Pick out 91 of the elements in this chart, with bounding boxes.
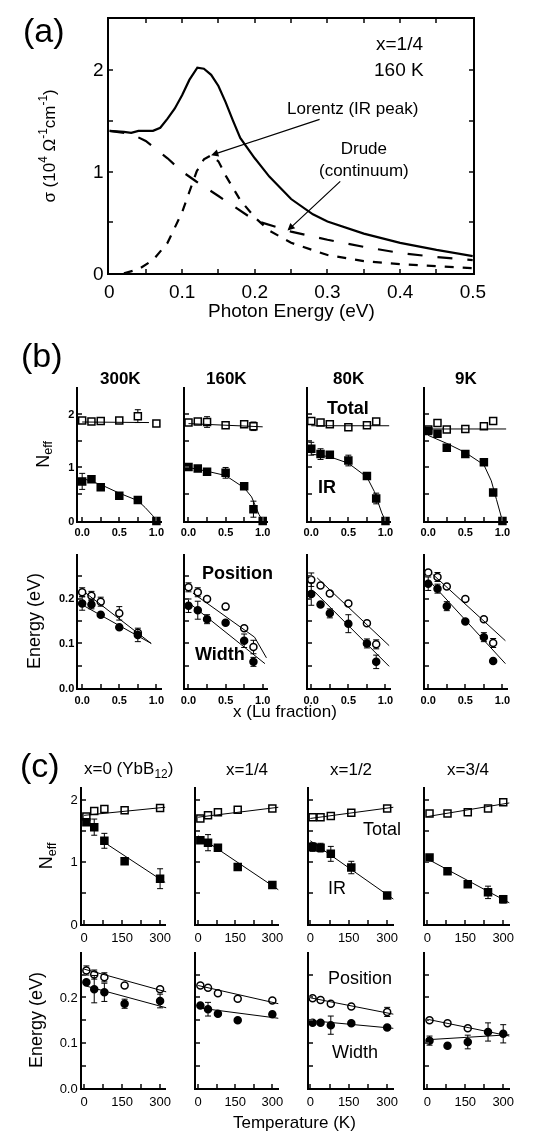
x-tick-label: 0.5 [217,693,234,706]
y-axis-title: Energy (eV) [24,572,45,669]
x-tick-label: 1.0 [148,693,165,706]
x-tick-label: 300 [149,1094,171,1110]
y-tick-label: 0.0 [59,1081,78,1097]
y-tick-label: 1 [68,461,75,474]
x-tick-label: 150 [337,1094,360,1110]
annotation: Total [363,819,402,839]
annotation: Drude (continuum) [319,139,409,181]
y-tick-label: 0.1 [59,1035,78,1051]
annotation: Width [195,644,245,664]
x-tick-label: 0.2 [241,281,268,303]
text: (b) [21,336,63,374]
x-tick-label: 150 [224,929,247,945]
x-tick-label: 150 [224,1094,247,1110]
chart-title: 160K [206,369,248,388]
x-tick-label: 0 [423,1094,431,1110]
y-tick-label: 0.1 [58,637,75,650]
x-tick-label: 0.5 [459,281,487,303]
x-tick-label: 0.5 [457,526,473,539]
x-tick-label: 0.3 [314,281,341,303]
x-tick-label: 150 [111,1094,133,1110]
x-tick-label: 1.0 [255,526,271,539]
x-tick-label: 1.0 [377,526,394,539]
x-tick-label: 0.0 [303,526,319,539]
x-tick-label: 0 [194,929,202,945]
annotation: IR [328,878,346,898]
y-axis-title: Energy (eV) [25,972,46,1069]
y-tick-label: 0.2 [58,592,75,605]
x-tick-label: 300 [149,929,171,945]
y-tick-label: 0 [68,514,75,527]
x-tick-label: 150 [454,929,477,945]
y-tick-label: 0 [93,263,104,285]
annotation: Position [202,563,273,583]
chart-title: x=1/4 [226,760,269,779]
chart-title: x=0 (YbB$_{12}$) [84,759,174,781]
x-axis-title: Temperature (K) [233,1113,356,1132]
x-tick-label: 1.0 [494,526,511,539]
x-tick-label: 300 [376,1094,399,1110]
x-tick-label: 0.0 [420,693,436,706]
annotation: Lorentz (IR peak) [287,99,419,118]
x-tick-label: 0 [80,1094,88,1110]
x-tick-label: 0 [194,1094,202,1110]
x-tick-label: 0.4 [386,281,414,303]
annotation: IR [318,477,336,497]
x-axis-title: Photon Energy (eV) [208,300,375,321]
x-tick-label: 0 [423,929,431,945]
x-tick-label: 0 [306,1094,314,1110]
x-tick-label: 0 [306,929,314,945]
y-tick-label: 1 [93,161,104,183]
annotation: 160 K [374,59,424,80]
y-tick-label: 2 [93,59,104,81]
x-tick-label: 0.5 [217,526,234,539]
text: (a) [23,11,65,49]
chart-title: 9K [455,369,478,388]
y-tick-label: 0.2 [59,989,78,1005]
x-tick-label: 300 [492,929,515,945]
x-tick-label: 0 [80,929,88,945]
y-tick-label: 1 [70,854,78,870]
chart-title: x=1/2 [330,760,373,779]
x-tick-label: 1.0 [377,693,394,706]
x-tick-label: 150 [454,1094,477,1110]
x-tick-label: 1.0 [148,526,165,539]
y-tick-label: 2 [70,792,78,808]
x-tick-label: 0.5 [457,693,473,706]
annotation: x=1/4 [376,33,424,54]
x-tick-label: 0.0 [180,693,197,706]
x-tick-label: 150 [111,929,133,945]
annotation: Total [327,398,369,418]
x-tick-label: 0.5 [111,526,127,539]
x-tick-label: 0.0 [180,526,197,539]
x-tick-label: 300 [261,929,284,945]
x-tick-label: 0.5 [111,693,127,706]
chart-title: x=3/4 [447,760,490,779]
annotation: Position [328,968,393,988]
x-tick-label: 0.5 [340,526,357,539]
y-tick-label: 0 [70,916,78,932]
x-tick-label: 0.1 [168,281,196,303]
annotation: Width [332,1042,379,1062]
x-tick-label: 300 [492,1094,515,1110]
x-tick-label: 1.0 [494,693,511,706]
chart-title: 300K [100,369,142,388]
x-tick-label: 300 [376,929,399,945]
x-tick-label: 300 [261,1094,284,1110]
x-tick-label: 0.0 [420,526,436,539]
x-tick-label: 150 [337,929,360,945]
text: (c) [20,746,60,784]
y-tick-label: 2 [68,407,75,420]
y-tick-label: 0.0 [58,682,75,695]
chart-title: 80K [333,369,365,388]
x-tick-label: 0.5 [340,693,357,706]
